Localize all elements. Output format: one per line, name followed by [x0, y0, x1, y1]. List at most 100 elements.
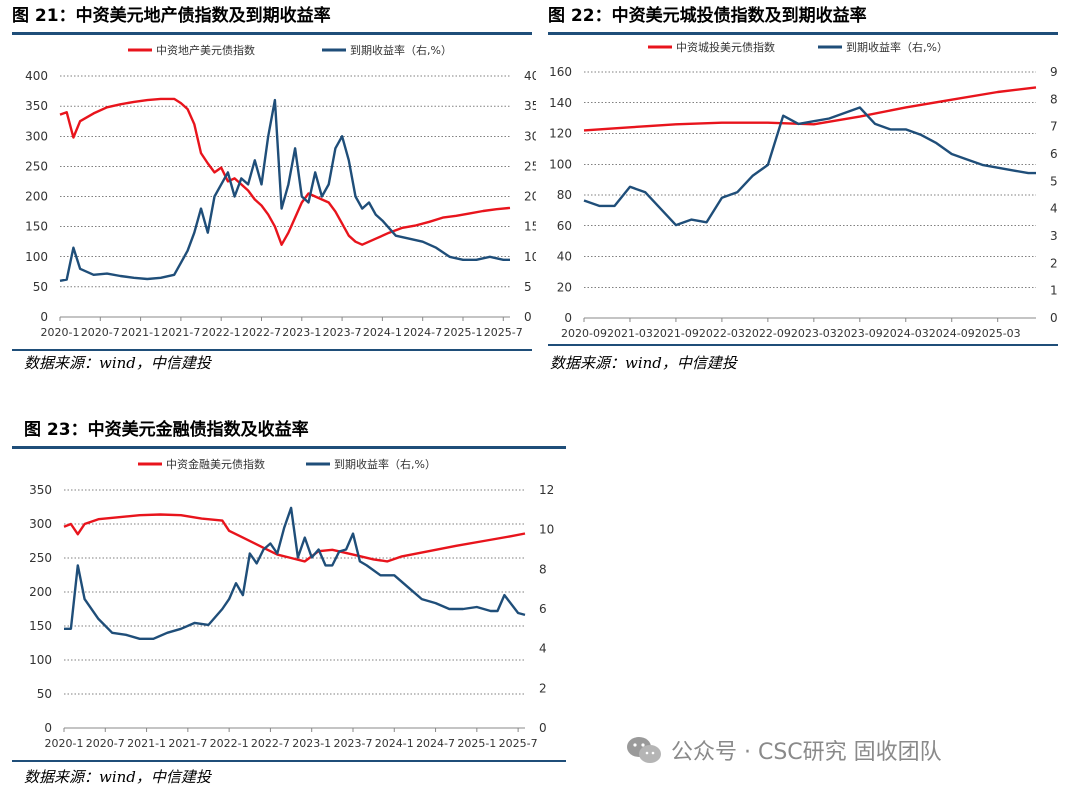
- y-tick-label: 100: [29, 653, 52, 667]
- y-tick-label: 140: [549, 96, 572, 110]
- series-line-yield: [64, 506, 526, 641]
- series-line-index: [59, 97, 511, 246]
- x-tick-label: 2021-09: [653, 327, 699, 340]
- y2-tick-label: 7: [1050, 120, 1058, 134]
- x-tick-label: 2024-03: [883, 327, 929, 340]
- x-tick-label: 2021-03: [607, 327, 653, 340]
- legend-label: 中资地产美元债指数: [156, 43, 255, 57]
- x-tick-label: 2024-1: [363, 326, 402, 339]
- y2-tick-label: 9: [1050, 65, 1058, 79]
- x-tick-label: 2024-09: [929, 327, 975, 340]
- y2-tick-label: 4: [539, 642, 547, 656]
- y2-tick-label: 2: [539, 681, 547, 695]
- y2-tick-label: 4: [1050, 202, 1058, 216]
- source-note: 数据来源：wind，中信建投: [24, 354, 211, 372]
- title-rule: [12, 446, 566, 449]
- x-tick-label: 2021-7: [168, 737, 207, 750]
- bottom-rule: [12, 349, 532, 351]
- legend-label: 到期收益率（右,%）: [334, 457, 436, 471]
- bottom-rule: [548, 344, 1058, 346]
- y-tick-label: 100: [549, 157, 572, 171]
- x-tick-label: 2024-7: [416, 737, 455, 750]
- y2-tick-label: 10: [524, 250, 536, 264]
- y-tick-label: 150: [25, 220, 48, 234]
- y2-tick-label: 2: [1050, 256, 1058, 270]
- x-tick-label: 2022-1: [202, 326, 241, 339]
- y-tick-label: 250: [25, 159, 48, 173]
- y2-tick-label: 6: [539, 602, 547, 616]
- x-tick-label: 2021-7: [161, 326, 200, 339]
- x-tick-label: 2020-1: [45, 737, 84, 750]
- legend-label: 到期收益率（右,%）: [846, 40, 948, 54]
- x-tick-label: 2022-1: [210, 737, 249, 750]
- y-tick-label: 150: [29, 619, 52, 633]
- legend-label: 中资城投美元债指数: [676, 40, 775, 54]
- title-rule: [548, 32, 1058, 35]
- y-tick-label: 300: [29, 517, 52, 531]
- y2-tick-label: 0: [1050, 311, 1058, 325]
- series-line-yield: [59, 98, 510, 282]
- y-tick-label: 0: [564, 311, 572, 325]
- y2-tick-label: 35: [524, 99, 536, 113]
- x-tick-label: 2025-1: [444, 326, 483, 339]
- y2-tick-label: 1: [1050, 284, 1058, 298]
- y-tick-label: 200: [29, 585, 52, 599]
- y2-tick-label: 25: [524, 159, 536, 173]
- wechat-icon: [627, 737, 661, 763]
- y2-tick-label: 3: [1050, 229, 1058, 243]
- x-tick-label: 2025-1: [457, 737, 496, 750]
- series-line-index: [583, 86, 1037, 132]
- chart-fig21: 0 50 100 150 200 250 300 350 400 0 5 10 15 20 25 30 35 40…: [25, 43, 536, 339]
- x-tick-label: 2025-7: [484, 326, 523, 339]
- x-tick-label: 2021-1: [121, 326, 160, 339]
- y2-tick-label: 8: [1050, 92, 1058, 106]
- y-tick-label: 250: [29, 551, 52, 565]
- title-rule: [12, 32, 532, 35]
- x-tick-label: 2020-09: [561, 327, 607, 340]
- watermark-text: 公众号 · CSC研究 固收团队: [671, 740, 942, 765]
- y-tick-label: 100: [25, 250, 48, 264]
- y-tick-label: 350: [29, 483, 52, 497]
- y2-tick-label: 5: [524, 280, 532, 294]
- x-tick-label: 2021-1: [127, 737, 166, 750]
- watermark: 公众号 · CSC研究 固收团队: [625, 734, 942, 766]
- figure-title: 图 23：中资美元金融债指数及收益率: [24, 420, 309, 440]
- y2-tick-label: 15: [524, 220, 536, 234]
- y-tick-label: 120: [549, 127, 572, 141]
- x-tick-label: 2023-1: [292, 737, 331, 750]
- y-tick-label: 0: [40, 310, 48, 324]
- y2-tick-label: 0: [524, 310, 532, 324]
- y-tick-label: 160: [549, 65, 572, 79]
- figure-23: 图 23：中资美元金融债指数及收益率 0 50 100 150 200 250 300 350…: [0, 414, 570, 794]
- x-tick-label: 2020-7: [86, 737, 125, 750]
- source-note: 数据来源：wind，中信建投: [24, 768, 211, 786]
- y-tick-label: 60: [557, 219, 572, 233]
- y2-tick-label: 10: [539, 523, 554, 537]
- y-tick-label: 50: [33, 280, 48, 294]
- x-tick-label: 2024-1: [375, 737, 414, 750]
- bottom-rule: [12, 760, 566, 762]
- y2-tick-label: 6: [1050, 147, 1058, 161]
- y-tick-label: 400: [25, 69, 48, 83]
- y2-tick-label: 0: [539, 721, 547, 735]
- legend-label: 中资金融美元债指数: [166, 457, 265, 471]
- y2-tick-label: 12: [539, 483, 554, 497]
- y-tick-label: 50: [37, 687, 52, 701]
- y-tick-label: 300: [25, 129, 48, 143]
- figure-22: 图 22：中资美元城投债指数及到期收益率 0 20 40 60 80 100 120 140 1…: [536, 0, 1073, 380]
- source-note: 数据来源：wind，中信建投: [550, 354, 737, 372]
- x-tick-label: 2022-09: [745, 327, 791, 340]
- y2-tick-label: 5: [1050, 174, 1058, 188]
- x-tick-label: 2023-09: [837, 327, 883, 340]
- y2-tick-label: 40: [524, 69, 536, 83]
- figure-title: 图 22：中资美元城投债指数及到期收益率: [548, 6, 867, 26]
- x-tick-label: 2020-7: [81, 326, 120, 339]
- y2-tick-label: 20: [524, 190, 536, 204]
- x-tick-label: 2022-7: [242, 326, 281, 339]
- y-tick-label: 80: [557, 188, 572, 202]
- y2-tick-label: 8: [539, 562, 547, 576]
- x-tick-label: 2020-1: [41, 326, 80, 339]
- x-tick-label: 2022-03: [699, 327, 745, 340]
- x-tick-label: 2023-03: [791, 327, 837, 340]
- series-line-index: [63, 513, 526, 563]
